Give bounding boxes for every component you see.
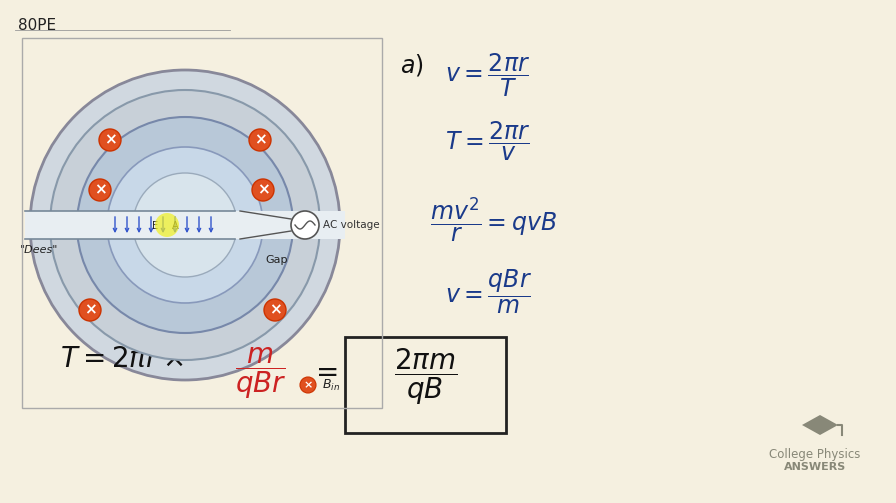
Text: ×: × (104, 132, 116, 147)
Circle shape (79, 299, 101, 321)
Circle shape (99, 129, 121, 151)
Text: A: A (172, 221, 178, 231)
Bar (25, 211, 345, 239)
Circle shape (155, 213, 179, 237)
Text: $\dfrac{m}{qBr}$: $\dfrac{m}{qBr}$ (235, 345, 287, 401)
Circle shape (89, 179, 111, 201)
Text: $B_{in}$: $B_{in}$ (322, 377, 340, 392)
Circle shape (50, 90, 320, 360)
Text: ×: × (304, 380, 313, 390)
Text: College Physics: College Physics (770, 448, 861, 461)
Text: $a)$: $a)$ (400, 52, 424, 78)
Circle shape (30, 70, 340, 380)
Text: $T = 2\pi r \times$: $T = 2\pi r \times$ (60, 345, 184, 373)
Polygon shape (802, 415, 838, 435)
Text: $\dfrac{2\pi m}{qB}$: $\dfrac{2\pi m}{qB}$ (394, 347, 457, 407)
Text: $=$: $=$ (310, 357, 338, 385)
Text: ×: × (83, 302, 97, 317)
Text: $T = \dfrac{2\pi r}{v}$: $T = \dfrac{2\pi r}{v}$ (445, 120, 530, 163)
Text: ×: × (254, 132, 266, 147)
Circle shape (252, 179, 274, 201)
Text: AC voltage: AC voltage (323, 220, 380, 230)
Circle shape (133, 173, 237, 277)
Circle shape (249, 129, 271, 151)
Text: ANSWERS: ANSWERS (784, 462, 846, 472)
Text: $v = \dfrac{2\pi r}{T}$: $v = \dfrac{2\pi r}{T}$ (445, 52, 530, 100)
Text: ×: × (93, 183, 107, 198)
Circle shape (107, 147, 263, 303)
Text: ×: × (269, 302, 281, 317)
Text: 80PE: 80PE (18, 18, 56, 33)
Text: E: E (152, 221, 158, 231)
Text: $v = \dfrac{qBr}{m}$: $v = \dfrac{qBr}{m}$ (445, 268, 532, 316)
Text: Gap: Gap (265, 255, 288, 265)
Text: ×: × (256, 183, 270, 198)
Circle shape (300, 377, 316, 393)
Circle shape (264, 299, 286, 321)
Text: "Dees": "Dees" (20, 245, 58, 255)
Circle shape (77, 117, 293, 333)
Circle shape (291, 211, 319, 239)
Text: $\dfrac{mv^2}{r} = qvB$: $\dfrac{mv^2}{r} = qvB$ (430, 195, 557, 243)
